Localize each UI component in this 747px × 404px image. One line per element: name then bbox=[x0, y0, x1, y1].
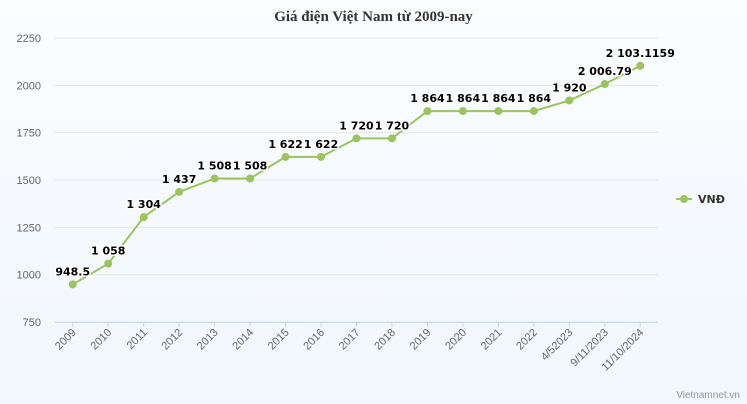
y-tick-label: 1750 bbox=[17, 128, 41, 140]
x-tick-label: 2019 bbox=[408, 327, 434, 353]
data-label: 1 437 bbox=[162, 173, 196, 186]
data-point[interactable] bbox=[175, 187, 184, 196]
x-tick-label: 2014 bbox=[230, 327, 256, 353]
x-tick-label: 2012 bbox=[159, 327, 185, 353]
data-point[interactable] bbox=[246, 174, 255, 183]
y-tick-label: 1250 bbox=[17, 222, 41, 234]
data-label: 1 622 bbox=[268, 138, 302, 151]
data-label: 2 006.79 bbox=[578, 65, 632, 78]
data-point[interactable] bbox=[529, 107, 538, 116]
data-point[interactable] bbox=[458, 107, 467, 116]
credit-text: Vietnamnet.vn bbox=[676, 390, 740, 401]
x-tick-label: 2010 bbox=[89, 327, 115, 353]
data-point[interactable] bbox=[139, 213, 148, 222]
data-point[interactable] bbox=[600, 80, 609, 89]
data-label: 948.5 bbox=[55, 265, 90, 278]
data-point[interactable] bbox=[494, 107, 503, 116]
chart-title: Giá điện Việt Nam từ 2009-nay bbox=[274, 9, 473, 25]
data-label: 1 622 bbox=[304, 138, 338, 151]
data-point[interactable] bbox=[281, 152, 290, 161]
x-tick-label: 2017 bbox=[337, 327, 363, 353]
series-line bbox=[72, 64, 641, 286]
data-label: 1 864 bbox=[481, 92, 516, 105]
data-label: 1 920 bbox=[552, 81, 587, 94]
data-point[interactable] bbox=[317, 152, 326, 161]
y-axis-ticks: 750 1000 1250 1500 1750 2000 2250 bbox=[17, 33, 41, 329]
x-tick-label: 2013 bbox=[195, 327, 221, 353]
data-label: 2 103.1159 bbox=[606, 47, 675, 60]
legend-label[interactable]: VNĐ bbox=[698, 193, 725, 206]
x-tick-label: 2016 bbox=[301, 327, 327, 353]
data-point[interactable] bbox=[210, 174, 219, 183]
data-point[interactable] bbox=[565, 96, 574, 105]
y-tick-label: 750 bbox=[23, 317, 41, 329]
data-label: 1 720 bbox=[375, 119, 410, 132]
y-tick-label: 1000 bbox=[17, 270, 41, 282]
gridlines bbox=[55, 37, 658, 323]
x-axis-ticks: 2009 2010 2011 2012 2013 2014 2015 2016 2017 2018… bbox=[53, 322, 646, 373]
data-point[interactable] bbox=[352, 134, 361, 143]
x-tick-label: 2011 bbox=[125, 327, 150, 352]
x-tick-label: 2021 bbox=[479, 327, 505, 353]
data-label: 1 508 bbox=[233, 159, 267, 172]
data-label: 1 508 bbox=[197, 159, 231, 172]
y-tick-label: 2000 bbox=[17, 80, 41, 92]
data-point[interactable] bbox=[68, 280, 77, 289]
x-tick-label: 2018 bbox=[372, 327, 398, 353]
legend-marker-icon bbox=[680, 195, 688, 203]
data-label: 1 864 bbox=[446, 92, 481, 105]
series-vnd bbox=[68, 61, 645, 289]
x-tick-label: 2015 bbox=[266, 327, 292, 353]
data-label: 1 864 bbox=[517, 92, 552, 105]
data-label: 1 864 bbox=[410, 92, 445, 105]
y-tick-label: 1500 bbox=[17, 175, 41, 187]
x-tick-label: 2020 bbox=[443, 327, 469, 353]
data-label: 1 720 bbox=[339, 119, 374, 132]
data-label: 1 058 bbox=[91, 245, 125, 258]
data-point[interactable] bbox=[104, 259, 113, 268]
data-point[interactable] bbox=[636, 61, 645, 70]
data-point[interactable] bbox=[423, 107, 432, 116]
x-tick-label: 2022 bbox=[514, 327, 540, 353]
legend[interactable]: VNĐ bbox=[676, 193, 725, 206]
y-tick-label: 2250 bbox=[17, 33, 41, 45]
x-tick-label: 2009 bbox=[53, 327, 79, 353]
data-point[interactable] bbox=[387, 134, 396, 143]
data-label: 1 304 bbox=[126, 198, 161, 211]
